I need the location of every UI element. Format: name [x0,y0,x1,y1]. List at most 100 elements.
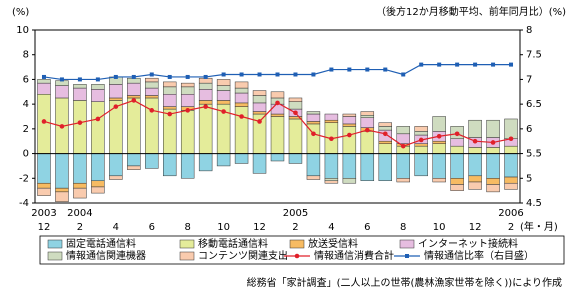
marker [293,110,298,116]
marker [401,72,406,77]
marker [41,119,47,124]
bar-segment [198,103,213,154]
right-unit: （後方12か月移動平均、前年同月比）(%) [376,5,566,18]
marker [382,131,388,137]
marker [473,62,478,67]
bar-segment [73,100,87,154]
x-tick-label: 12 [253,222,266,233]
marker [383,67,388,72]
plot-frame [34,29,521,204]
bar-segment [288,101,303,110]
bar-segment [73,182,87,189]
year-label: 2006 [498,208,523,219]
marker [490,140,496,145]
marker [347,132,352,138]
bar-segment [504,176,518,184]
x-tick-label: 4 [113,222,119,233]
bar-segment [306,153,321,177]
bar-segment [342,113,357,117]
y-tick-label: 0 [23,149,29,160]
marker [113,74,118,79]
marker [185,108,190,113]
legend-swatch [179,239,195,249]
bar-segment [432,143,446,154]
marker [149,72,154,77]
bar-segment [468,175,482,183]
y2-tick-label: 7 [526,74,532,85]
x-tick-label: 8 [400,222,406,233]
marker [113,104,119,109]
bar-segment [180,153,195,179]
y2-tick-label: 6 [526,124,532,135]
bar-segment [504,182,518,190]
x-tick-label: 10 [217,222,230,233]
bar-segment [73,187,87,199]
legend-label: 情報通信消費合計 [314,249,394,262]
bar-segment [468,119,482,138]
marker [454,131,460,137]
bar-segment [180,86,195,95]
legend-swatch [289,239,305,249]
marker [329,136,334,142]
bar-segment [216,85,231,91]
x-tick-label: 6 [149,222,155,233]
bar-segment [378,153,392,182]
bar-segment [37,79,51,84]
bar-segment [234,106,249,154]
marker [400,143,406,149]
marker [365,127,370,133]
bar-segment [252,111,267,115]
marker [95,77,100,82]
bar-segment [145,95,159,99]
y-tick-label: -2 [19,173,29,184]
bar-segment [288,97,303,102]
bar-segment [342,116,357,125]
marker [508,136,514,142]
left-unit: (%) [12,7,29,18]
marker [347,67,352,72]
bar-segment [216,90,231,101]
bar-segment [324,153,339,179]
marker [472,138,478,144]
bar-segment [396,133,410,144]
bar-segment [91,186,105,194]
y2-tick-label: 5 [526,173,532,184]
bar-segment [145,97,159,154]
bar-segment [270,113,285,117]
bar-segment [504,145,518,154]
bar-segment [37,82,51,95]
bar-segment [55,85,69,99]
bar-segment [180,110,195,154]
marker [419,62,424,67]
y-tick-label: -4 [19,198,29,209]
legend-frame [39,235,565,265]
marker [239,114,244,119]
bar-segment [378,122,392,127]
legend-marker [294,253,300,259]
bar-segment [216,153,231,167]
bar-segment [504,118,518,139]
bar-segment [55,153,69,189]
bar-segment [486,153,500,179]
bar-segment [91,180,105,188]
bar-segment [252,95,267,104]
bar-segment [468,147,482,154]
marker [131,98,137,103]
bar-segment [450,178,464,185]
bar-segment [180,82,195,88]
bar-segment [324,119,339,123]
bar-segment [37,94,51,154]
bar-segment [109,97,123,101]
bar-segment [432,178,446,183]
bar-segment [306,111,321,115]
bar-segment [145,87,159,96]
bar-segment [450,145,464,154]
bar-segment [145,153,159,169]
marker [167,111,173,117]
bar-segment [270,91,285,99]
marker [257,119,262,124]
x-tick-label: 2 [292,222,298,233]
marker [365,67,370,72]
bar-segment [145,81,159,89]
bar-segment [306,121,321,125]
